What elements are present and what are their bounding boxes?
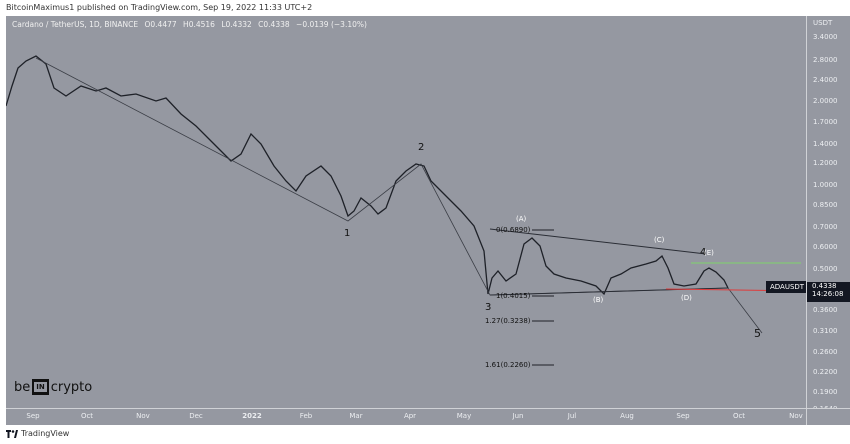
- wave-label-1: 1: [344, 228, 351, 239]
- fib-0-label: 0(0.6890): [496, 226, 531, 234]
- tradingview-footer: TradingView: [6, 429, 69, 438]
- label-d: (D): [681, 294, 692, 302]
- price-line: [6, 55, 729, 296]
- wave-label-5: 5: [754, 327, 761, 340]
- price-axis[interactable]: USDT 3.4000 2.8000 2.4000 2.0000 1.7000 …: [806, 16, 850, 413]
- low-value: 0.4332: [225, 20, 252, 29]
- fib-161-label: 1.61(0.2260): [485, 361, 531, 369]
- bar-countdown: 14:26:08: [812, 290, 844, 298]
- wave-label-3: 3: [485, 302, 492, 313]
- change-value: −0.0139 (−3.10%): [296, 20, 367, 29]
- fib-1-label: 1(0.4015): [496, 292, 531, 300]
- label-e: (E): [704, 249, 714, 257]
- current-price-badge: 0.4338 14:26:08: [807, 282, 850, 302]
- fib-127-label: 1.27(0.3238): [485, 317, 531, 325]
- label-a: (A): [516, 215, 527, 223]
- symbol-price-tag: ADAUSDT: [766, 281, 809, 293]
- open-value: 0.4477: [150, 20, 177, 29]
- publisher-line: BitcoinMaximus1 published on TradingView…: [6, 3, 313, 12]
- ohlc-legend: Cardano / TetherUS, 1D, BINANCE O0.4477 …: [12, 20, 367, 29]
- wave-label-4: 4: [700, 247, 707, 258]
- label-b: (B): [593, 296, 604, 304]
- high-value: 0.4516: [188, 20, 215, 29]
- axis-corner: [806, 408, 850, 425]
- chart-area[interactable]: Cardano / TetherUS, 1D, BINANCE O0.4477 …: [6, 16, 809, 408]
- axis-unit: USDT: [813, 19, 833, 27]
- symbol-label: Cardano / TetherUS, 1D, BINANCE: [12, 20, 139, 29]
- price-plot: [6, 55, 802, 366]
- beincrypto-logo: be IN crypto: [14, 379, 93, 395]
- wave-lines: [35, 57, 763, 334]
- time-axis[interactable]: Sep Oct Nov Dec 2022 Feb Mar Apr May Jun…: [6, 408, 806, 425]
- tradingview-logo-icon: [6, 429, 18, 438]
- wave-label-2: 2: [418, 142, 425, 153]
- label-c: (C): [654, 236, 665, 244]
- close-value: 0.4338: [263, 20, 290, 29]
